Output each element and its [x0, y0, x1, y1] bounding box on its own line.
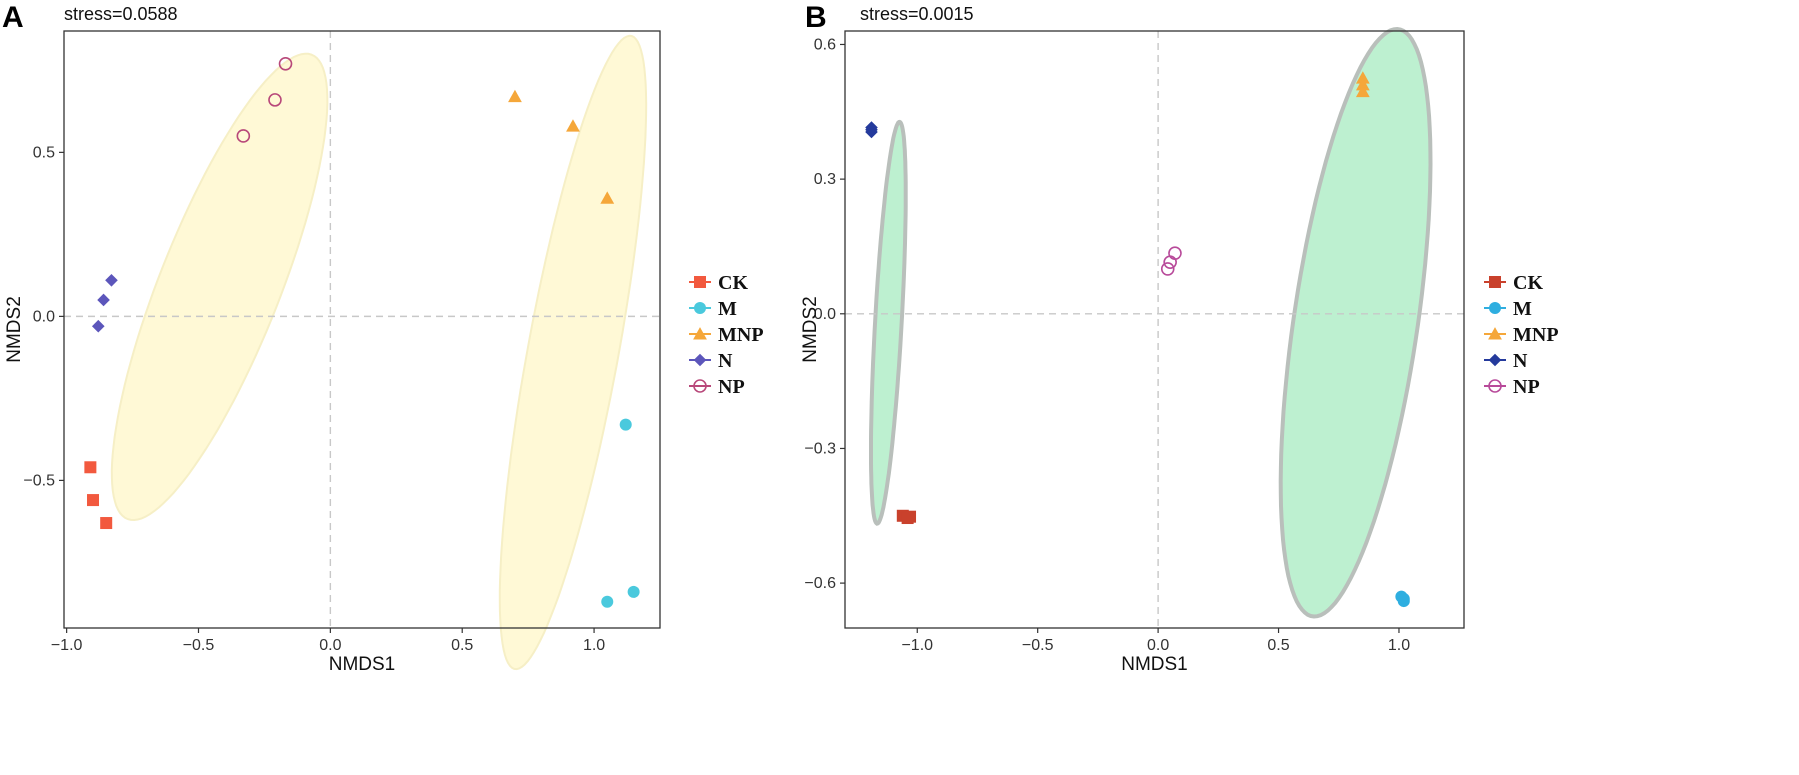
panel-b-legend-key-ck [1489, 276, 1501, 288]
panel-b-legend-key-n [1488, 353, 1502, 367]
panel-b-point-ck-3 [904, 510, 917, 523]
panel-b-letter: B [805, 1, 827, 34]
panel-a-letter: A [2, 1, 24, 34]
panel-b-point-mnp-2 [1355, 77, 1370, 91]
panel-b-y-tick-label: −0.3 [804, 440, 836, 457]
panel-a-legend-label-mnp: MNP [718, 324, 764, 346]
panel-a-x-tick-label: 0.5 [451, 637, 473, 654]
panel-a-point-ck-1 [84, 461, 97, 474]
panel-a-x-tick-label: 1.0 [583, 637, 605, 654]
panel-b-ellipse-1 [869, 119, 908, 526]
panel-a-y-tick-label: 0.5 [33, 144, 55, 161]
panel-a-legend-label-m: M [718, 298, 737, 320]
panel-b-legend-label-n: N [1513, 350, 1528, 372]
panel-a-legend-key-np [693, 379, 707, 393]
panel-b: B stress=0.0015 −1.0 −0.5 0.0 0.5 1.0 −0.6 −0.… [800, 1, 1559, 675]
panel-b-y-tick-label: 0.6 [814, 36, 836, 53]
panel-b-point-m-3 [1397, 592, 1410, 605]
panel-a-point-mnp-1 [508, 89, 522, 103]
panel-b-legend-label-np: NP [1513, 376, 1540, 398]
panel-a-x-axis-title: NMDS1 [329, 654, 396, 675]
panel-b-legend-key-np [1488, 379, 1502, 393]
panel-a-legend-label-np: NP [718, 376, 745, 398]
panel-a-legend-key-ck [694, 276, 706, 288]
panel-a-point-m-1 [619, 418, 632, 431]
panel-b-legend: CK M MNP N NP [1484, 272, 1559, 398]
panel-b-x-tick-label: −0.5 [1022, 637, 1054, 654]
panel-b-point-n-3 [865, 123, 878, 137]
panel-a-point-n-1 [105, 273, 118, 287]
panel-a-x-tick-label: 0.0 [319, 637, 341, 654]
panel-a-point-ck-2 [87, 494, 100, 507]
panel-a-point-ck-3 [100, 517, 113, 530]
panel-a-legend-key-m [694, 302, 706, 314]
panel-b-y-tick-label: −0.6 [804, 575, 836, 592]
panel-a-point-n-3 [91, 319, 105, 333]
panel-a-y-tick-label: 0.0 [33, 308, 55, 325]
panel-b-point-np-2 [1163, 255, 1177, 269]
panel-a-y-axis-title: NMDS2 [4, 296, 25, 363]
panel-a-point-m-2 [601, 595, 614, 608]
panel-a-point-m-3 [627, 585, 640, 598]
panel-a-x-tick-label: −1.0 [51, 637, 83, 654]
panel-a-legend-label-n: N [718, 350, 733, 372]
panel-b-x-tick-label: −1.0 [901, 637, 933, 654]
panel-a-x-tick-label: −0.5 [183, 637, 215, 654]
panel-b-plot-border [844, 30, 1465, 629]
panel-b-legend-key-mnp [1488, 327, 1502, 340]
panel-b-legend-label-m: M [1513, 298, 1532, 320]
panel-a-legend: CK M MNP N NP [689, 272, 764, 398]
panel-a-legend-label-ck: CK [718, 272, 748, 294]
panel-b-x-tick-label: 1.0 [1388, 637, 1410, 654]
panel-a-ellipse-2 [498, 34, 648, 671]
panel-b-legend-label-mnp: MNP [1513, 324, 1559, 346]
panel-a-point-n-2 [97, 293, 110, 307]
panel-b-y-tick-label: 0.0 [814, 306, 836, 323]
panel-a-point-np-3 [236, 129, 251, 143]
panel-a-legend-key-n [693, 353, 707, 367]
panel-a-point-mnp-2 [566, 119, 580, 132]
panel-a: A stress=0.0588 −1.0 −0.5 0.0 0.5 1.0 −0.5 0.0… [2, 1, 764, 675]
panel-b-point-mnp-1 [1355, 71, 1370, 84]
panel-b-point-mnp-3 [1355, 84, 1370, 98]
panel-b-legend-key-m [1489, 302, 1501, 314]
panel-b-x-tick-label: 0.5 [1267, 637, 1289, 654]
panel-a-point-np-2 [268, 93, 282, 107]
panel-a-plot-border [63, 30, 661, 629]
panel-b-legend-label-ck: CK [1513, 272, 1543, 294]
panel-b-point-np-3 [1160, 262, 1175, 276]
panel-b-y-axis-title: NMDS2 [800, 296, 821, 363]
panel-a-point-np-1 [278, 57, 293, 71]
panel-a-ellipse-1 [110, 52, 329, 522]
panel-b-ellipse-2 [1278, 26, 1433, 619]
panel-a-y-tick-label: −0.5 [23, 472, 55, 489]
panel-a-stress-label: stress=0.0588 [64, 4, 178, 24]
panel-a-point-mnp-3 [600, 191, 615, 204]
panel-b-y-tick-label: 0.3 [814, 171, 836, 188]
panel-b-stress-label: stress=0.0015 [860, 4, 974, 24]
panel-a-plot: −1.0 −0.5 0.0 0.5 1.0 −0.5 0.0 0.5 NMDS1 NMDS2 [4, 30, 661, 675]
panel-b-x-tick-label: 0.0 [1147, 637, 1169, 654]
panel-b-plot: −1.0 −0.5 0.0 0.5 1.0 −0.6 −0.3 0.0 0.3 0.6 NMDS1 N… [800, 26, 1465, 675]
panel-a-legend-key-mnp [693, 327, 707, 340]
panel-b-x-axis-title: NMDS1 [1121, 654, 1188, 675]
